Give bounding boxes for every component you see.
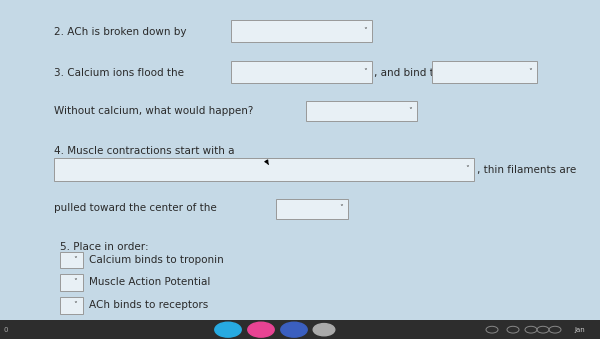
Text: ˅: ˅ <box>363 27 367 36</box>
Circle shape <box>215 322 241 337</box>
FancyBboxPatch shape <box>231 20 372 42</box>
Text: Calcium binds to troponin: Calcium binds to troponin <box>89 255 224 265</box>
Text: ˅: ˅ <box>74 256 77 264</box>
FancyBboxPatch shape <box>60 297 83 314</box>
Text: Muscle Action Potential: Muscle Action Potential <box>89 277 210 287</box>
Text: Jan: Jan <box>574 327 585 333</box>
Circle shape <box>248 322 274 337</box>
FancyBboxPatch shape <box>231 61 372 83</box>
Text: 3. Calcium ions flood the: 3. Calcium ions flood the <box>54 68 184 78</box>
Circle shape <box>281 322 307 337</box>
Text: Without calcium, what would happen?: Without calcium, what would happen? <box>54 106 253 116</box>
Text: ˅: ˅ <box>74 301 77 310</box>
FancyBboxPatch shape <box>432 61 537 83</box>
Text: ˅: ˅ <box>528 67 532 77</box>
Text: ˅: ˅ <box>339 204 343 213</box>
Text: 2. ACh is broken down by: 2. ACh is broken down by <box>54 27 187 37</box>
FancyBboxPatch shape <box>60 274 83 291</box>
Text: ˅: ˅ <box>465 165 469 174</box>
Text: 0: 0 <box>3 327 7 333</box>
Text: , thin filaments are: , thin filaments are <box>477 164 576 175</box>
Text: ˅: ˅ <box>363 67 367 77</box>
Text: 4. Muscle contractions start with a: 4. Muscle contractions start with a <box>54 146 235 156</box>
FancyBboxPatch shape <box>60 252 83 268</box>
Text: 5. Place in order:: 5. Place in order: <box>60 242 149 252</box>
FancyBboxPatch shape <box>276 199 348 219</box>
Text: ˅: ˅ <box>74 278 77 287</box>
FancyBboxPatch shape <box>306 101 417 121</box>
FancyBboxPatch shape <box>54 158 474 181</box>
Bar <box>0 320 600 339</box>
Circle shape <box>313 323 335 336</box>
Text: ˅: ˅ <box>408 107 412 116</box>
Text: , and bind to: , and bind to <box>374 68 440 78</box>
Text: pulled toward the center of the: pulled toward the center of the <box>54 203 217 214</box>
Text: ACh binds to receptors: ACh binds to receptors <box>89 300 208 310</box>
